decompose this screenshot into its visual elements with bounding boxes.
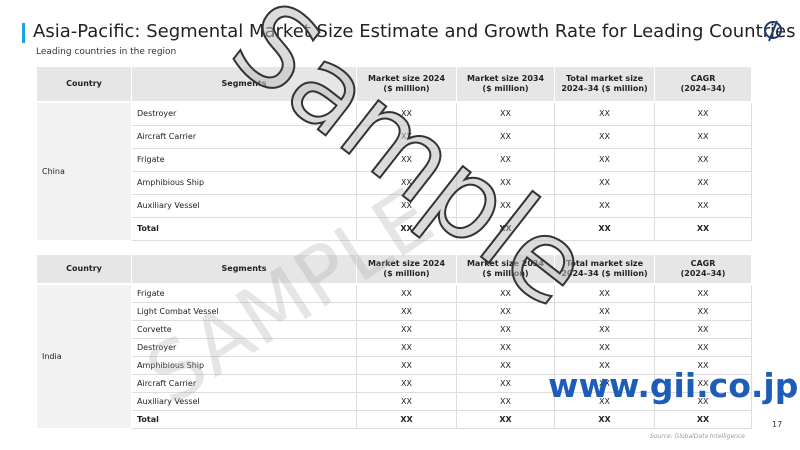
- segment: Aircraft Carrier: [132, 375, 357, 393]
- value: XX: [555, 321, 655, 339]
- value: XX: [457, 172, 555, 195]
- value: XX: [457, 339, 555, 357]
- value: XX: [555, 285, 655, 303]
- value: XX: [655, 172, 752, 195]
- value: XX: [655, 149, 752, 172]
- value: XX: [655, 103, 752, 126]
- column-header: Country: [37, 67, 132, 102]
- value: XX: [655, 321, 752, 339]
- value: XX: [457, 303, 555, 321]
- segment: Frigate: [132, 285, 357, 303]
- value: XX: [655, 375, 752, 393]
- subtitle: Leading countries in the region: [36, 47, 177, 57]
- value: XX: [357, 375, 457, 393]
- value: XX: [357, 357, 457, 375]
- country: India: [37, 285, 132, 429]
- value: XX: [555, 357, 655, 375]
- column-header: Market size 2034 ($ million): [457, 67, 555, 102]
- value: XX: [357, 303, 457, 321]
- value: XX: [655, 218, 752, 241]
- value: XX: [357, 339, 457, 357]
- logo: [764, 20, 782, 42]
- segment: Corvette: [132, 321, 357, 339]
- value: XX: [555, 172, 655, 195]
- value: XX: [555, 103, 655, 126]
- column-header: Total market size 2024–34 ($ million): [555, 67, 655, 102]
- value: XX: [357, 103, 457, 126]
- value: XX: [357, 411, 457, 429]
- segment: Amphibious Ship: [132, 172, 357, 195]
- value: XX: [457, 321, 555, 339]
- segment: Frigate: [132, 149, 357, 172]
- column-header: CAGR (2024–34): [655, 255, 752, 284]
- segment: Total: [132, 218, 357, 241]
- value: XX: [555, 411, 655, 429]
- value: XX: [555, 339, 655, 357]
- value: XX: [655, 285, 752, 303]
- segment: Auxiliary Vessel: [132, 195, 357, 218]
- column-header: Market size 2024 ($ million): [357, 67, 457, 102]
- column-header: Market size 2024 ($ million): [357, 255, 457, 284]
- value: XX: [457, 375, 555, 393]
- value: XX: [555, 375, 655, 393]
- column-header: Total market size 2024–34 ($ million): [555, 255, 655, 284]
- column-header: Segments: [132, 67, 357, 102]
- segment: Light Combat Vessel: [132, 303, 357, 321]
- page-number: 17: [772, 420, 783, 429]
- value: XX: [655, 195, 752, 218]
- value: XX: [655, 393, 752, 411]
- value: XX: [457, 285, 555, 303]
- site-url: www.gii.co.jp: [548, 366, 799, 405]
- source: Source: GlobalData Intelligence: [650, 433, 745, 440]
- value: XX: [457, 357, 555, 375]
- value: XX: [555, 149, 655, 172]
- value: XX: [457, 218, 555, 241]
- value: XX: [357, 321, 457, 339]
- value: XX: [655, 303, 752, 321]
- value: XX: [555, 303, 655, 321]
- value: XX: [457, 411, 555, 429]
- segment: Aircraft Carrier: [132, 126, 357, 149]
- segment: Auxiliary Vessel: [132, 393, 357, 411]
- title: Asia-Pacific: Segmental Market Size Esti…: [33, 21, 796, 42]
- value: XX: [357, 393, 457, 411]
- column-header: Market size 2034 ($ million): [457, 255, 555, 284]
- column-header: CAGR (2024–34): [655, 67, 752, 102]
- value: XX: [457, 195, 555, 218]
- value: XX: [357, 285, 457, 303]
- value: XX: [655, 126, 752, 149]
- column-header: Segments: [132, 255, 357, 284]
- value: XX: [655, 411, 752, 429]
- country: China: [37, 103, 132, 241]
- column-header: Country: [37, 255, 132, 284]
- segment: Total: [132, 411, 357, 429]
- value: XX: [655, 339, 752, 357]
- value: XX: [457, 149, 555, 172]
- value: XX: [357, 172, 457, 195]
- value: XX: [555, 126, 655, 149]
- value: XX: [357, 126, 457, 149]
- value: XX: [655, 357, 752, 375]
- segment: Destroyer: [132, 339, 357, 357]
- value: XX: [555, 195, 655, 218]
- title-bar: [22, 23, 25, 43]
- value: XX: [357, 195, 457, 218]
- value: XX: [457, 126, 555, 149]
- value: XX: [357, 218, 457, 241]
- value: XX: [555, 393, 655, 411]
- value: XX: [457, 393, 555, 411]
- segment: Destroyer: [132, 103, 357, 126]
- value: XX: [457, 103, 555, 126]
- segment: Amphibious Ship: [132, 357, 357, 375]
- value: XX: [357, 149, 457, 172]
- value: XX: [555, 218, 655, 241]
